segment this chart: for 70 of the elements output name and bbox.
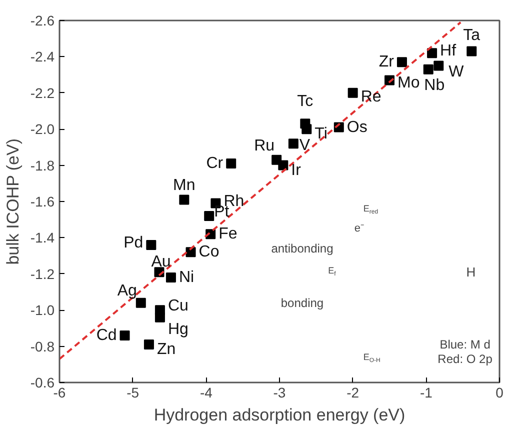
point (434, 60, 444, 71)
x-tick-label: -6 (53, 384, 66, 400)
annotation: Red: O 2p (438, 352, 493, 366)
annotation: Pd (124, 234, 144, 252)
annotation: W (448, 63, 465, 80)
annotation: Ir (291, 162, 302, 179)
y-tick-label: -0.6 (30, 374, 55, 390)
y-tick-label: -0.8 (30, 338, 55, 354)
annotation: Ta (463, 26, 480, 44)
annotation: antibonding (271, 242, 334, 256)
point (204, 210, 214, 221)
annotation: Re (360, 88, 382, 106)
x-tick-label: -5 (126, 384, 140, 400)
annotation: bonding (280, 296, 324, 310)
y-tick-label: -2.4 (30, 48, 55, 65)
annotation: e⁻ (354, 222, 364, 235)
annotation: Au (151, 254, 171, 271)
point (288, 138, 298, 149)
annotation: Fe (218, 226, 238, 243)
point (348, 88, 358, 98)
point (466, 46, 477, 56)
annotation: Tc (297, 93, 314, 110)
annotation: Hg (168, 320, 188, 338)
annotation: Co (198, 244, 220, 261)
annotation: Blue: M d (440, 337, 490, 352)
annotation: Cu (168, 298, 188, 315)
point (278, 160, 288, 170)
x-tick-label: -4 (200, 384, 213, 400)
point (154, 312, 165, 322)
annotation: H (466, 264, 476, 280)
annotation: Zr (378, 54, 395, 71)
y-tick-label: -1.6 (30, 194, 55, 210)
y-axis-title: bulk ICOHP (eV) (3, 138, 22, 265)
y-tick-label: -2.6 (30, 12, 55, 28)
annotation: Cd (96, 326, 117, 344)
point (427, 48, 438, 58)
annotation: Cr (206, 154, 224, 172)
y-tick-label: -1.4 (30, 230, 55, 246)
annotation: Ru (254, 137, 275, 154)
point (136, 298, 146, 308)
x-axis-title: Hydrogen adsorption energy (eV) (154, 406, 406, 424)
annotation: Hf (440, 42, 457, 60)
annotation: Ti (314, 126, 328, 143)
annotation: Nb (424, 76, 445, 94)
x-tick-label: -3 (273, 384, 286, 400)
annotation: Os (346, 118, 368, 136)
annotation: Zn (156, 340, 176, 358)
point (146, 240, 156, 250)
annotation: Mn (173, 177, 196, 194)
point (166, 272, 176, 283)
annotation: Ni (178, 269, 194, 286)
y-tick-label: -1.0 (30, 302, 55, 318)
y-tick-label: -1.2 (30, 266, 55, 282)
point (423, 64, 434, 74)
point (120, 330, 130, 340)
x-tick-label: -2 (346, 384, 360, 400)
y-tick-label: -2.2 (30, 84, 55, 101)
y-tick-label: -1.8 (30, 157, 55, 174)
annotation: V (299, 137, 310, 154)
point (144, 339, 154, 350)
annotation: Ag (117, 282, 137, 300)
annotation: Mo (398, 74, 420, 92)
x-tick-label: -1 (420, 384, 433, 400)
point (179, 194, 190, 205)
point (396, 57, 407, 68)
point (226, 158, 236, 168)
y-tick-label: -2.0 (30, 121, 55, 138)
point (186, 247, 196, 258)
x-tick-label: 0 (496, 384, 504, 400)
point (302, 124, 312, 134)
